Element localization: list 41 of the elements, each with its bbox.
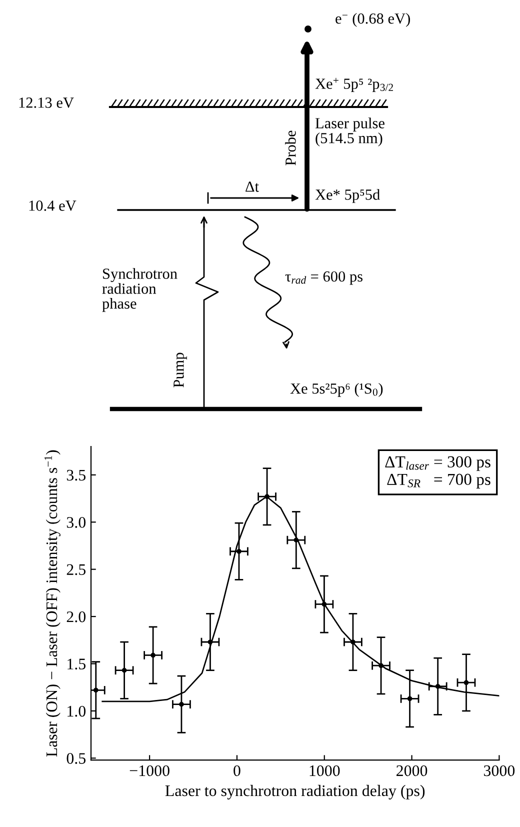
point [208,640,213,644]
text: Laser pulse (514.5 nm) [315,118,384,146]
x-axis-title: Laser to synchrotron radiation delay (ps) [165,784,425,800]
x-tick-label: 1000 [310,765,340,776]
point [93,688,98,693]
text: Xe$^{+}$ 5p⁵ ²p$_{3/2}$ [315,78,393,92]
point [264,494,270,500]
point [179,702,184,707]
point [464,680,469,686]
text: τ$_{rad}$ = 600 ps [285,271,362,285]
x-tick-label: 0 [234,765,240,776]
point [350,640,356,644]
x-tick-label: 3000 [484,765,515,776]
point [378,663,384,668]
text: Pump [174,352,187,388]
text: ΔT$_{laser}$ = 300 ps ΔT$_{SR}$ = 700 ps [385,456,490,488]
y-tick-label: 3.5 [66,470,86,481]
x-tick-label: −1000 [130,765,170,776]
point [236,548,242,554]
text: 12.13 eV [19,98,74,108]
x-tick-label: 2000 [396,765,428,776]
point [407,696,412,702]
y-tick-label: 1.0 [68,706,86,717]
text: Xe* 5p⁵5d [315,189,380,203]
text: e$^{−}$ (0.68 eV) [336,12,410,27]
point [322,602,327,607]
text: Probe [285,130,296,166]
y-tick-label: 2.5 [66,564,86,576]
point [122,668,127,673]
y-tick-label: 1.5 [68,658,86,670]
y-tick-label: 2.0 [66,611,86,622]
point [294,538,299,542]
y-axis-title: Laser (ON) − Laser (OFF) intensity (counts s$^{−1}$) [44,450,60,757]
text: 10.4 eV [29,200,76,211]
text: Synchrotron radiation phase [102,268,178,312]
point [150,652,156,658]
text: Δt [246,182,259,192]
y-tick-label: 0.5 [66,753,86,764]
y-tick-label: 3.0 [66,517,86,528]
text: Xe 5s²5p⁶ (¹S$_{0}$) [290,382,383,397]
point [435,684,440,689]
